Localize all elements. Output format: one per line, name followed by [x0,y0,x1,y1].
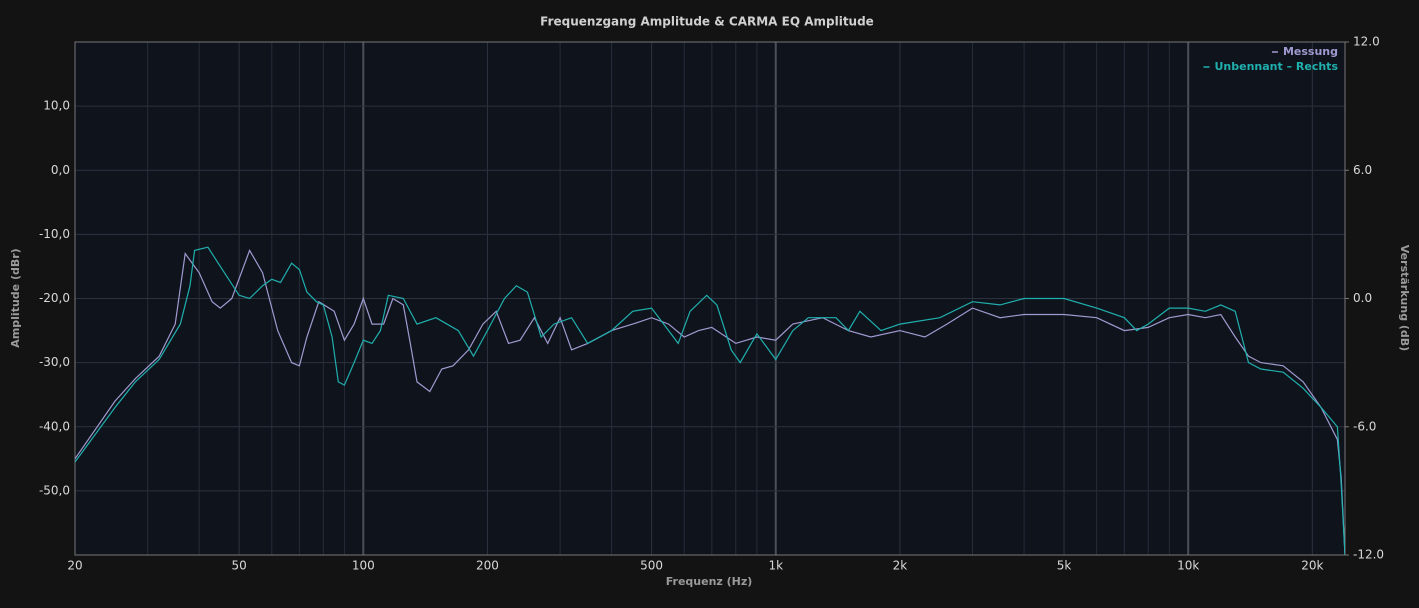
x-tick-label: 1k [768,559,783,573]
x-tick-label: 50 [231,559,246,573]
y2-tick-label: -12.0 [1353,548,1384,562]
y-tick-label: 10,0 [43,99,70,113]
legend-label: Messung [1283,45,1338,58]
y2-tick-label: 6.0 [1353,163,1372,177]
y2-tick-label: -6.0 [1353,419,1376,433]
series-line [75,246,1345,555]
chart-title: Frequenzgang Amplitude & CARMA EQ Amplit… [540,15,874,29]
plot-area [74,41,1346,556]
y2-axis-label: Verstärkung (dB) [1398,245,1411,351]
x-tick-label: 2k [893,559,908,573]
y-tick-label: -40,0 [39,419,70,433]
y-tick-label: -20,0 [39,291,70,305]
legend-label: Unbennant – Rechts [1214,60,1338,73]
y2-tick-label: 12.0 [1353,35,1380,49]
x-axis-label: Frequenz (Hz) [666,575,753,588]
x-tick-label: 100 [352,559,375,573]
x-tick-label: 5k [1057,559,1072,573]
y-tick-label: -10,0 [39,227,70,241]
x-tick-label: 20 [67,559,82,573]
y-tick-label: -50,0 [39,483,70,497]
y2-tick-label: 0.0 [1353,291,1372,305]
x-tick-label: 500 [640,559,663,573]
x-tick-label: 200 [476,559,499,573]
y-tick-label: 0,0 [51,163,70,177]
y-axis-label: Amplitude (dBr) [9,248,22,347]
x-tick-label: 20k [1301,559,1323,573]
series-line [75,248,1345,555]
y-tick-label: -30,0 [39,355,70,369]
x-tick-label: 10k [1177,559,1199,573]
